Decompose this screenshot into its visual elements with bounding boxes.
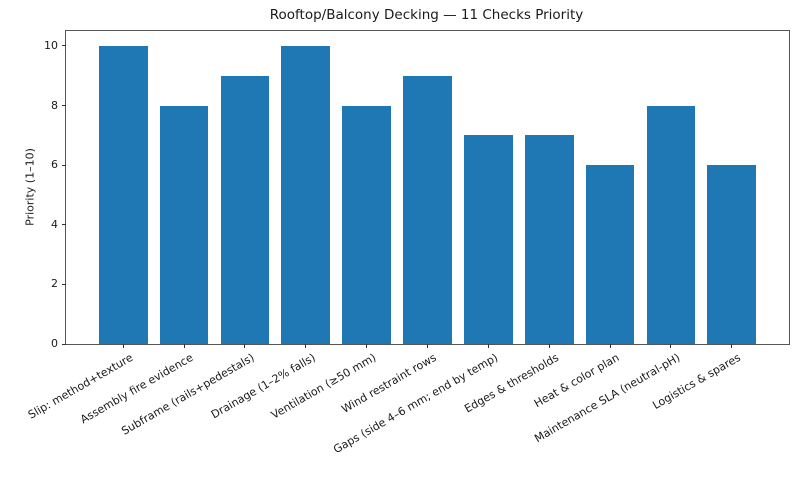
x-tick [609, 344, 611, 348]
y-tick [62, 105, 66, 107]
y-tick [62, 283, 66, 285]
bar [585, 165, 635, 344]
plot-area: 0 2 4 6 8 10 Slip: method+texture Assembly fire… [25, 30, 790, 456]
bar [464, 135, 513, 344]
x-tick [548, 344, 550, 348]
y-tick-label: 4 [51, 217, 58, 231]
bar [707, 165, 757, 344]
bar [524, 135, 574, 344]
y-tick-label: 10 [44, 38, 58, 52]
x-tick [183, 344, 185, 348]
bar [220, 75, 270, 344]
y-tick [62, 45, 66, 47]
y-tick-label: 6 [51, 158, 58, 172]
x-tick-label: Ventilation (≥50 mm) [268, 351, 379, 422]
x-tick [122, 344, 124, 348]
x-tick [305, 344, 307, 348]
x-tick [670, 344, 672, 348]
x-tick [427, 344, 428, 348]
y-tick [62, 164, 66, 166]
bar [98, 45, 148, 344]
chart-title: Rooftop/Balcony Decking — 11 Checks Prio… [269, 7, 584, 23]
x-tick [244, 344, 246, 348]
bar [281, 45, 331, 344]
y-tick [62, 224, 66, 226]
bar [646, 105, 696, 344]
bar [342, 105, 391, 344]
y-tick-label: 8 [51, 98, 58, 112]
x-tick-label: Drainage (1–2% falls) [208, 351, 318, 422]
y-tick [62, 343, 66, 345]
y-tick-label: 0 [51, 337, 58, 350]
x-tick [487, 344, 489, 348]
bar [403, 75, 452, 344]
y-axis-label: Priority (1–10) [23, 148, 37, 226]
x-tick [731, 344, 733, 348]
x-tick [366, 344, 368, 348]
bar [159, 105, 209, 344]
y-tick-label: 2 [51, 277, 58, 291]
x-tick-label: Slip: method+texture [25, 351, 135, 422]
